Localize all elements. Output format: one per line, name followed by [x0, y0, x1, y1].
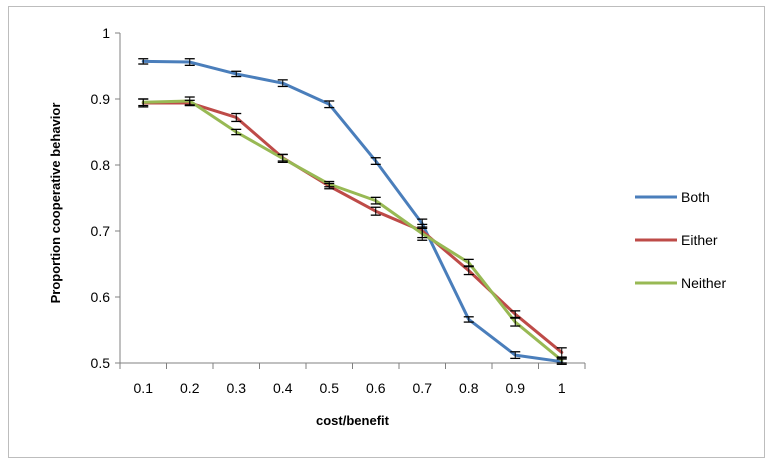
y-axis-title: Proportion cooperative behavior [48, 103, 63, 304]
x-tick-label: 0.9 [506, 380, 526, 396]
error-bar-neither [231, 128, 242, 136]
error-bars [138, 58, 567, 365]
error-bar-both [277, 79, 288, 88]
error-bar-both [138, 58, 149, 65]
legend-label-both: Both [681, 189, 710, 205]
y-tick-label: 0.7 [91, 223, 111, 239]
error-bar-both [510, 351, 521, 360]
error-bar-neither [370, 196, 381, 205]
series-lines [141, 59, 564, 364]
x-tick-label: 0.2 [180, 380, 200, 396]
y-ticks: 0.5 0.6 0.7 0.8 0.9 1 [91, 25, 120, 371]
legend-label-neither: Neither [681, 275, 726, 291]
error-bar-both [231, 70, 242, 78]
x-ticks: 0.1 0.2 0.3 0.4 0.5 0.6 0.7 0.8 0.9 1 [119, 363, 586, 396]
error-bar-neither [510, 317, 521, 327]
error-bar-either [231, 112, 242, 123]
x-tick-label: 0.8 [459, 380, 479, 396]
error-bar-both [463, 316, 474, 323]
series-line-either [141, 101, 564, 354]
x-tick-label: 0.6 [366, 380, 386, 396]
x-tick-label: 0.3 [227, 380, 247, 396]
x-axis-title: cost/benefit [316, 413, 390, 428]
error-bar-neither [324, 180, 335, 188]
y-tick-label: 0.6 [91, 289, 111, 305]
legend: Both Either Neither [635, 189, 726, 291]
chart-frame [8, 6, 765, 458]
error-bar-both [370, 157, 381, 165]
error-bar-neither [277, 153, 288, 164]
error-bar-both [324, 100, 335, 109]
y-tick-label: 1 [102, 25, 110, 41]
error-bar-either [510, 310, 521, 319]
x-tick-label: 0.1 [134, 380, 154, 396]
y-tick-label: 0.9 [91, 91, 111, 107]
legend-label-either: Either [681, 232, 718, 248]
x-tick-label: 0.5 [320, 380, 340, 396]
error-bar-both [184, 58, 195, 66]
error-bar-neither [184, 96, 195, 106]
y-tick-label: 0.8 [91, 157, 111, 173]
error-bar-either [556, 347, 567, 358]
error-bar-neither [417, 226, 428, 241]
x-tick-label: 1 [558, 380, 566, 396]
error-bar-neither [463, 258, 474, 267]
error-bar-either [370, 206, 381, 216]
series-line-neither [141, 99, 564, 362]
error-bar-neither [138, 98, 149, 107]
error-bar-either [463, 265, 474, 276]
x-tick-label: 0.4 [273, 380, 293, 396]
x-tick-label: 0.7 [413, 380, 433, 396]
series-line-both [141, 59, 564, 364]
error-bar-neither [556, 357, 567, 364]
y-tick-label: 0.5 [91, 355, 111, 371]
